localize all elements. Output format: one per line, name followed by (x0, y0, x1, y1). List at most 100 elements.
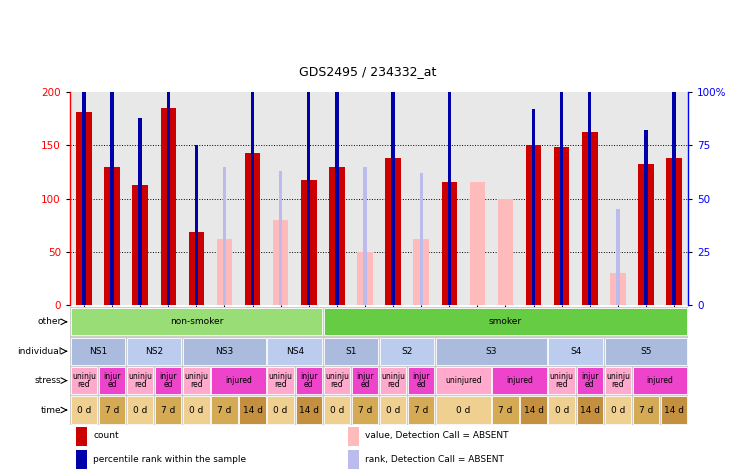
Bar (71, 367, 97, 394)
Bar (605, 337, 687, 365)
Bar (492, 396, 519, 424)
Text: uninju
red: uninju red (606, 372, 630, 389)
Bar (267, 367, 294, 394)
Bar (436, 367, 491, 394)
Bar (216, 239, 233, 305)
Bar (138, 118, 142, 305)
Bar (324, 396, 350, 424)
Text: individual: individual (17, 347, 62, 356)
Bar (183, 337, 266, 365)
Bar (296, 367, 322, 394)
Text: NS4: NS4 (286, 347, 304, 356)
Bar (273, 220, 289, 305)
Bar (442, 182, 457, 305)
Bar (251, 90, 254, 305)
Text: injur
ed: injur ed (103, 372, 121, 389)
Bar (352, 396, 378, 424)
Bar (296, 396, 322, 424)
Bar (526, 145, 542, 305)
Text: other: other (38, 318, 62, 326)
Bar (245, 153, 261, 305)
Text: 0 d: 0 d (330, 406, 344, 414)
Text: uninju
red: uninju red (325, 372, 349, 389)
Bar (638, 164, 654, 305)
Bar (183, 367, 210, 394)
Text: injured: injured (647, 376, 673, 385)
Text: smoker: smoker (489, 318, 522, 326)
Bar (380, 337, 434, 365)
Bar (605, 396, 631, 424)
Bar (436, 396, 491, 424)
Bar (348, 450, 359, 469)
Text: 14 d: 14 d (580, 406, 600, 414)
Bar (127, 396, 153, 424)
Text: rank, Detection Call = ABSENT: rank, Detection Call = ABSENT (366, 456, 504, 465)
Text: injured: injured (506, 376, 533, 385)
Bar (324, 367, 350, 394)
Text: 7 d: 7 d (639, 406, 653, 414)
Text: uninju
red: uninju red (550, 372, 573, 389)
Bar (352, 367, 378, 394)
Bar (239, 396, 266, 424)
Bar (364, 167, 367, 305)
Bar (71, 337, 125, 365)
Text: 0 d: 0 d (554, 406, 569, 414)
Bar (77, 112, 92, 305)
Text: NS2: NS2 (145, 347, 163, 356)
Text: 7 d: 7 d (358, 406, 372, 414)
Text: injur
ed: injur ed (412, 372, 430, 389)
Bar (71, 396, 97, 424)
Bar (267, 396, 294, 424)
Text: 0 d: 0 d (456, 406, 470, 414)
Text: S5: S5 (640, 347, 652, 356)
Bar (223, 167, 226, 305)
Text: 0 d: 0 d (189, 406, 204, 414)
Bar (492, 367, 547, 394)
Bar (110, 90, 114, 305)
Text: non-smoker: non-smoker (170, 318, 223, 326)
Text: injured: injured (225, 376, 252, 385)
Bar (380, 367, 406, 394)
Bar (560, 92, 563, 305)
Bar (548, 396, 575, 424)
Bar (605, 367, 631, 394)
Bar (335, 90, 339, 305)
Text: 7 d: 7 d (217, 406, 232, 414)
Bar (155, 396, 182, 424)
Bar (498, 199, 513, 305)
Text: 7 d: 7 d (105, 406, 119, 414)
Bar (470, 182, 485, 305)
Text: 14 d: 14 d (243, 406, 263, 414)
Bar (436, 337, 547, 365)
Bar (666, 158, 682, 305)
Bar (324, 308, 687, 336)
Bar (408, 367, 434, 394)
Bar (307, 85, 311, 305)
Bar (616, 210, 620, 305)
Text: 7 d: 7 d (414, 406, 428, 414)
Text: uninjured: uninjured (445, 376, 481, 385)
Bar (82, 68, 85, 305)
Text: injur
ed: injur ed (160, 372, 177, 389)
Bar (279, 171, 283, 305)
Text: 14 d: 14 d (299, 406, 319, 414)
Text: 0 d: 0 d (133, 406, 147, 414)
Bar (99, 396, 125, 424)
Text: uninju
red: uninju red (185, 372, 208, 389)
Bar (99, 367, 125, 394)
Bar (211, 367, 266, 394)
Text: 7 d: 7 d (161, 406, 175, 414)
Bar (105, 167, 120, 305)
Bar (576, 367, 603, 394)
Text: injur
ed: injur ed (356, 372, 374, 389)
Text: 0 d: 0 d (611, 406, 625, 414)
Bar (155, 367, 182, 394)
Bar (582, 132, 598, 305)
Text: S4: S4 (570, 347, 581, 356)
Bar (76, 427, 88, 446)
Text: GDS2495 / 234332_at: GDS2495 / 234332_at (300, 65, 436, 78)
Text: 0 d: 0 d (386, 406, 400, 414)
Bar (644, 130, 648, 305)
Text: 14 d: 14 d (664, 406, 684, 414)
Bar (548, 367, 575, 394)
